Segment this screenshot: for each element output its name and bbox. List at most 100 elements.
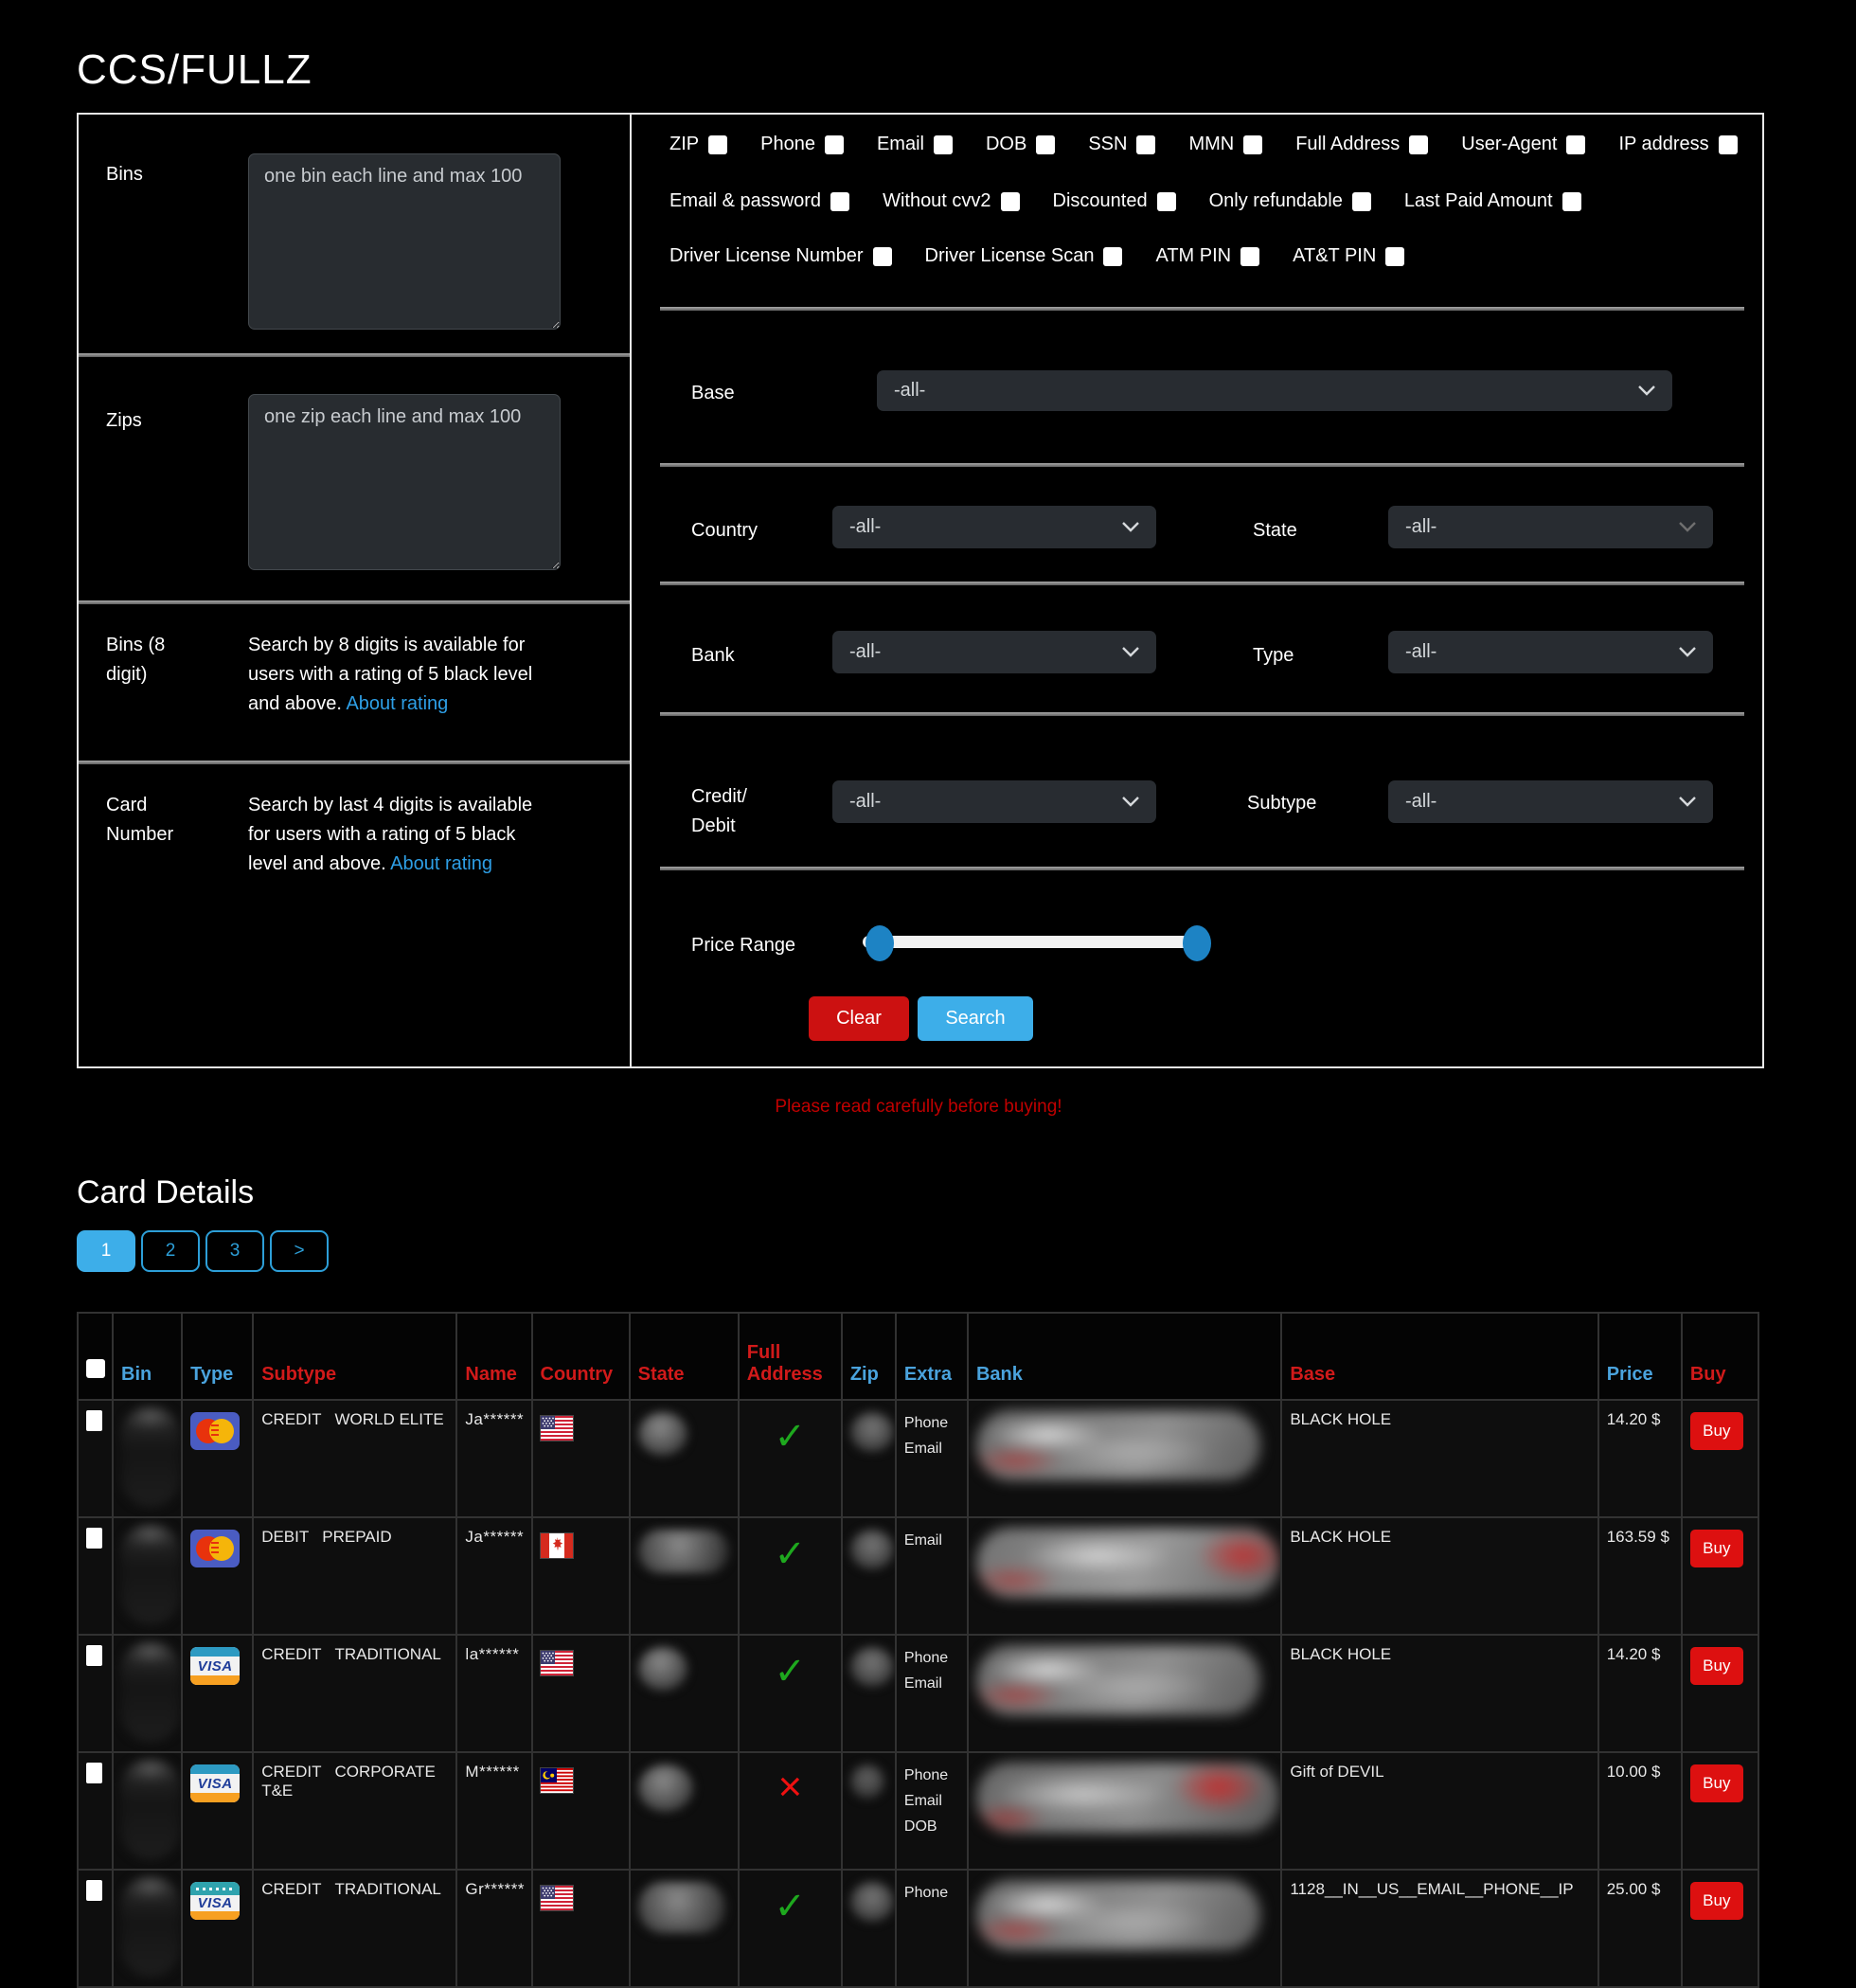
ssn-checkbox[interactable] [1136,134,1156,154]
card-number-label: Card Number [106,795,174,845]
col-header-price: Price [1597,1312,1683,1401]
address-no-icon: × [777,1764,803,1810]
zip-checkbox[interactable] [708,134,728,154]
checkbox-row-3: Driver License Number Driver License Scan… [669,245,1743,267]
row-checkbox[interactable] [86,1763,102,1783]
section-title: Card Details [77,1174,255,1211]
bins-label: Bins [106,164,143,185]
driver-license-number-label: Driver License Number [669,245,864,266]
row-checkbox[interactable] [86,1528,102,1549]
extra-list: Phone [894,1869,969,1988]
select-all-checkbox[interactable] [86,1359,105,1378]
col-header-country: Country [530,1312,631,1401]
without-cvv2-checkbox[interactable] [1000,191,1020,211]
full-address-checkbox[interactable] [1409,134,1429,154]
price-range-slider[interactable] [863,936,1209,948]
zips-textarea[interactable] [248,394,561,570]
visa-icon: VISA [190,1647,241,1685]
only-refundable-checkbox[interactable] [1351,191,1371,211]
bank-select[interactable]: -all- [832,631,1156,673]
card-row: VISA CREDIT TRADITIONAL Gr****** ✓ Phone 1128_… [76,1869,1760,1988]
about-rating-link[interactable]: About rating [390,853,492,874]
card-subtype: CREDIT TRADITIONAL [252,1634,458,1753]
checkbox-row-2: Email & password Without cvv2 Discounted On… [669,190,1743,212]
redacted-zip [849,1764,884,1799]
table-header-row: Bin Type Subtype Name Country State Full Addre… [76,1312,1760,1401]
row-checkbox[interactable] [86,1645,102,1666]
full-address-flag: ✓ [737,1869,843,1988]
price-range-max-handle[interactable] [1183,925,1211,961]
about-rating-link[interactable]: About rating [346,693,449,714]
card-number-info-text: Search by last 4 digits is available for… [248,795,533,874]
type-select[interactable]: -all- [1388,631,1713,673]
divider [79,353,630,357]
row-checkbox[interactable] [86,1410,102,1431]
base-select[interactable]: -all- [877,370,1672,411]
dob-filter: DOB [985,134,1056,155]
driver-license-scan-checkbox[interactable] [1103,246,1123,266]
driver-license-number-filter: Driver License Number [669,245,892,267]
price-range-min-handle[interactable] [866,925,894,961]
email-password-label: Email & password [669,190,822,211]
atm-pin-checkbox[interactable] [1240,246,1260,266]
country-select[interactable]: -all- [832,506,1156,548]
pagination-page-2[interactable]: 2 [141,1230,200,1272]
discounted-checkbox[interactable] [1156,191,1176,211]
discounted-label: Discounted [1052,190,1148,211]
redacted-state [637,1764,693,1812]
mmn-checkbox[interactable] [1243,134,1263,154]
credit-debit-select[interactable]: -all- [832,780,1156,823]
user-agent-checkbox[interactable] [1566,134,1586,154]
extra-item: Email [903,1793,942,1809]
buy-button[interactable]: Buy [1689,1412,1743,1450]
pagination-next-button[interactable]: > [270,1230,329,1272]
driver-license-number-checkbox[interactable] [872,246,892,266]
bins-textarea[interactable] [248,153,561,330]
bins8-info-text: Search by 8 digits is available for user… [248,635,533,714]
pagination-page-1[interactable]: 1 [77,1230,135,1272]
card-subtype: CREDIT CORPORATE T&E [252,1751,458,1871]
price-range-label: Price Range [691,935,796,956]
buy-button[interactable]: Buy [1689,1647,1743,1685]
mmn-label: MMN [1188,134,1235,154]
at-t-pin-filter: AT&T PIN [1293,245,1405,267]
bins8-info: Search by 8 digits is available for user… [248,631,549,719]
ip-address-checkbox[interactable] [1718,134,1738,154]
extra-list: Phone Email DOB [894,1751,969,1871]
divider [660,867,1744,870]
card-subtype: CREDIT WORLD ELITE [252,1399,458,1518]
divider [660,712,1744,716]
page-title: CCS/FULLZ [77,46,312,94]
extra-item: Phone [903,1650,949,1666]
pagination-page-3[interactable]: 3 [205,1230,264,1272]
extra-item: Phone [903,1767,949,1783]
address-yes-icon: ✓ [774,1886,807,1927]
dob-checkbox[interactable] [1036,134,1056,154]
dob-label: DOB [985,134,1027,154]
email-checkbox[interactable] [933,134,953,154]
clear-button[interactable]: Clear [809,996,909,1041]
col-header-bank: Bank [966,1312,1283,1401]
price: 163.59 $ [1597,1516,1683,1636]
divider [660,463,1744,467]
buy-button[interactable]: Buy [1689,1530,1743,1567]
flag-us-icon [540,1886,573,1910]
search-button[interactable]: Search [918,996,1033,1041]
chevron-down-icon [1679,647,1696,657]
subtype-select[interactable]: -all- [1388,780,1713,823]
last-paid-amount-checkbox[interactable] [1562,191,1581,211]
row-checkbox[interactable] [86,1880,102,1901]
at-t-pin-checkbox[interactable] [1385,246,1405,266]
redacted-bin [121,1759,181,1859]
state-select[interactable]: -all- [1388,506,1713,548]
chevron-down-icon [1679,797,1696,807]
cards-table: Bin Type Subtype Name Country State Full Addre… [76,1312,1760,1988]
checkbox-row-1: ZIP Phone Email DOB SSN MMN Full Address User-A… [669,134,1743,155]
redacted-zip [849,1530,894,1569]
buy-button[interactable]: Buy [1689,1882,1743,1920]
phone-checkbox[interactable] [824,134,844,154]
buy-button[interactable]: Buy [1689,1764,1743,1802]
email-password-checkbox[interactable] [830,191,850,211]
bank-select-value: -all- [849,641,882,662]
chevron-down-icon [1679,522,1696,532]
